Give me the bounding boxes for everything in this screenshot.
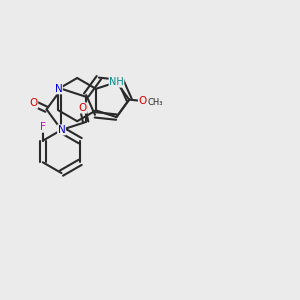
Text: N: N	[55, 84, 62, 94]
Text: F: F	[40, 122, 46, 132]
Text: N: N	[58, 125, 65, 135]
Text: O: O	[29, 98, 38, 108]
Text: O: O	[79, 103, 87, 113]
Text: CH₃: CH₃	[147, 98, 163, 107]
Text: O: O	[139, 96, 147, 106]
Text: NH: NH	[109, 77, 124, 87]
